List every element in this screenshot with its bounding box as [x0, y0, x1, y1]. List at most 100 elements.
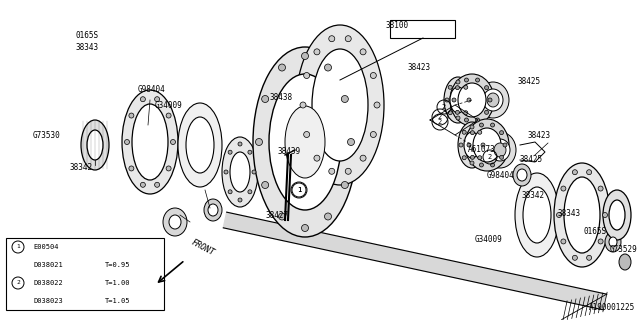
Ellipse shape: [513, 164, 531, 186]
Circle shape: [598, 186, 603, 191]
Ellipse shape: [450, 74, 494, 126]
Ellipse shape: [609, 200, 625, 230]
Circle shape: [484, 110, 488, 114]
Text: D038021: D038021: [33, 262, 63, 268]
Circle shape: [500, 155, 504, 159]
Circle shape: [262, 95, 269, 102]
Circle shape: [470, 161, 474, 165]
Text: T=1.05: T=1.05: [105, 298, 131, 304]
Text: D038023: D038023: [33, 298, 63, 304]
Circle shape: [314, 49, 320, 55]
Text: 38100: 38100: [385, 21, 408, 30]
Ellipse shape: [132, 272, 144, 288]
Circle shape: [155, 97, 159, 102]
Circle shape: [464, 85, 468, 89]
Text: G73530: G73530: [33, 131, 61, 140]
Circle shape: [166, 166, 171, 171]
Circle shape: [491, 123, 495, 127]
Text: 38423: 38423: [408, 63, 431, 73]
Ellipse shape: [222, 137, 258, 207]
Text: 2: 2: [488, 154, 492, 160]
Circle shape: [301, 52, 308, 60]
Circle shape: [459, 143, 463, 147]
Circle shape: [572, 255, 577, 260]
Ellipse shape: [178, 103, 222, 187]
Circle shape: [345, 36, 351, 42]
Circle shape: [341, 181, 348, 188]
Circle shape: [303, 73, 310, 78]
Text: G98404: G98404: [487, 171, 515, 180]
Circle shape: [255, 139, 262, 146]
Circle shape: [470, 131, 474, 135]
Circle shape: [303, 132, 310, 138]
Circle shape: [238, 198, 242, 202]
Text: A61073: A61073: [468, 146, 496, 155]
Circle shape: [129, 113, 134, 118]
Circle shape: [324, 213, 332, 220]
Text: 2: 2: [438, 114, 442, 120]
Ellipse shape: [269, 74, 341, 210]
Ellipse shape: [494, 143, 506, 157]
Text: A190001225: A190001225: [589, 303, 635, 312]
Circle shape: [464, 111, 468, 115]
Ellipse shape: [458, 122, 486, 168]
Ellipse shape: [464, 132, 480, 158]
Circle shape: [488, 98, 492, 102]
Ellipse shape: [517, 169, 527, 181]
Text: 1: 1: [16, 244, 20, 250]
Ellipse shape: [487, 93, 499, 107]
Circle shape: [481, 143, 485, 147]
Text: 38439: 38439: [277, 148, 300, 156]
Text: T=1.00: T=1.00: [105, 280, 131, 286]
Circle shape: [301, 225, 308, 231]
Ellipse shape: [296, 25, 384, 185]
Circle shape: [248, 190, 252, 194]
Circle shape: [478, 156, 482, 160]
Text: 38423: 38423: [527, 131, 550, 140]
Circle shape: [262, 181, 269, 188]
Ellipse shape: [285, 106, 325, 178]
Ellipse shape: [169, 215, 181, 229]
Ellipse shape: [619, 254, 631, 270]
Ellipse shape: [122, 90, 178, 194]
Ellipse shape: [490, 139, 510, 161]
Ellipse shape: [458, 83, 486, 117]
Circle shape: [371, 73, 376, 78]
Circle shape: [491, 163, 495, 167]
Text: 38425: 38425: [519, 156, 542, 164]
Circle shape: [140, 97, 145, 102]
Ellipse shape: [465, 119, 509, 171]
Ellipse shape: [484, 132, 516, 168]
Circle shape: [348, 139, 355, 146]
Circle shape: [329, 36, 335, 42]
Circle shape: [500, 131, 504, 135]
Circle shape: [314, 155, 320, 161]
Circle shape: [456, 116, 460, 120]
Circle shape: [465, 118, 468, 122]
Text: 38343: 38343: [557, 210, 580, 219]
Text: 2: 2: [442, 104, 446, 110]
Ellipse shape: [477, 82, 509, 118]
Circle shape: [484, 86, 488, 90]
Ellipse shape: [230, 152, 250, 192]
Circle shape: [278, 64, 285, 71]
Circle shape: [329, 168, 335, 174]
Text: 0165S: 0165S: [583, 228, 606, 236]
Polygon shape: [223, 212, 607, 310]
Circle shape: [278, 213, 285, 220]
Circle shape: [360, 155, 366, 161]
Circle shape: [476, 78, 479, 82]
Circle shape: [467, 143, 471, 147]
Ellipse shape: [515, 173, 559, 257]
Ellipse shape: [132, 104, 168, 180]
Circle shape: [587, 255, 591, 260]
Circle shape: [228, 150, 232, 154]
Text: 38425: 38425: [517, 77, 540, 86]
Circle shape: [248, 150, 252, 154]
Ellipse shape: [605, 232, 621, 252]
Circle shape: [476, 118, 479, 122]
Circle shape: [129, 166, 134, 171]
Circle shape: [300, 102, 306, 108]
Circle shape: [238, 142, 242, 146]
Circle shape: [448, 85, 452, 89]
